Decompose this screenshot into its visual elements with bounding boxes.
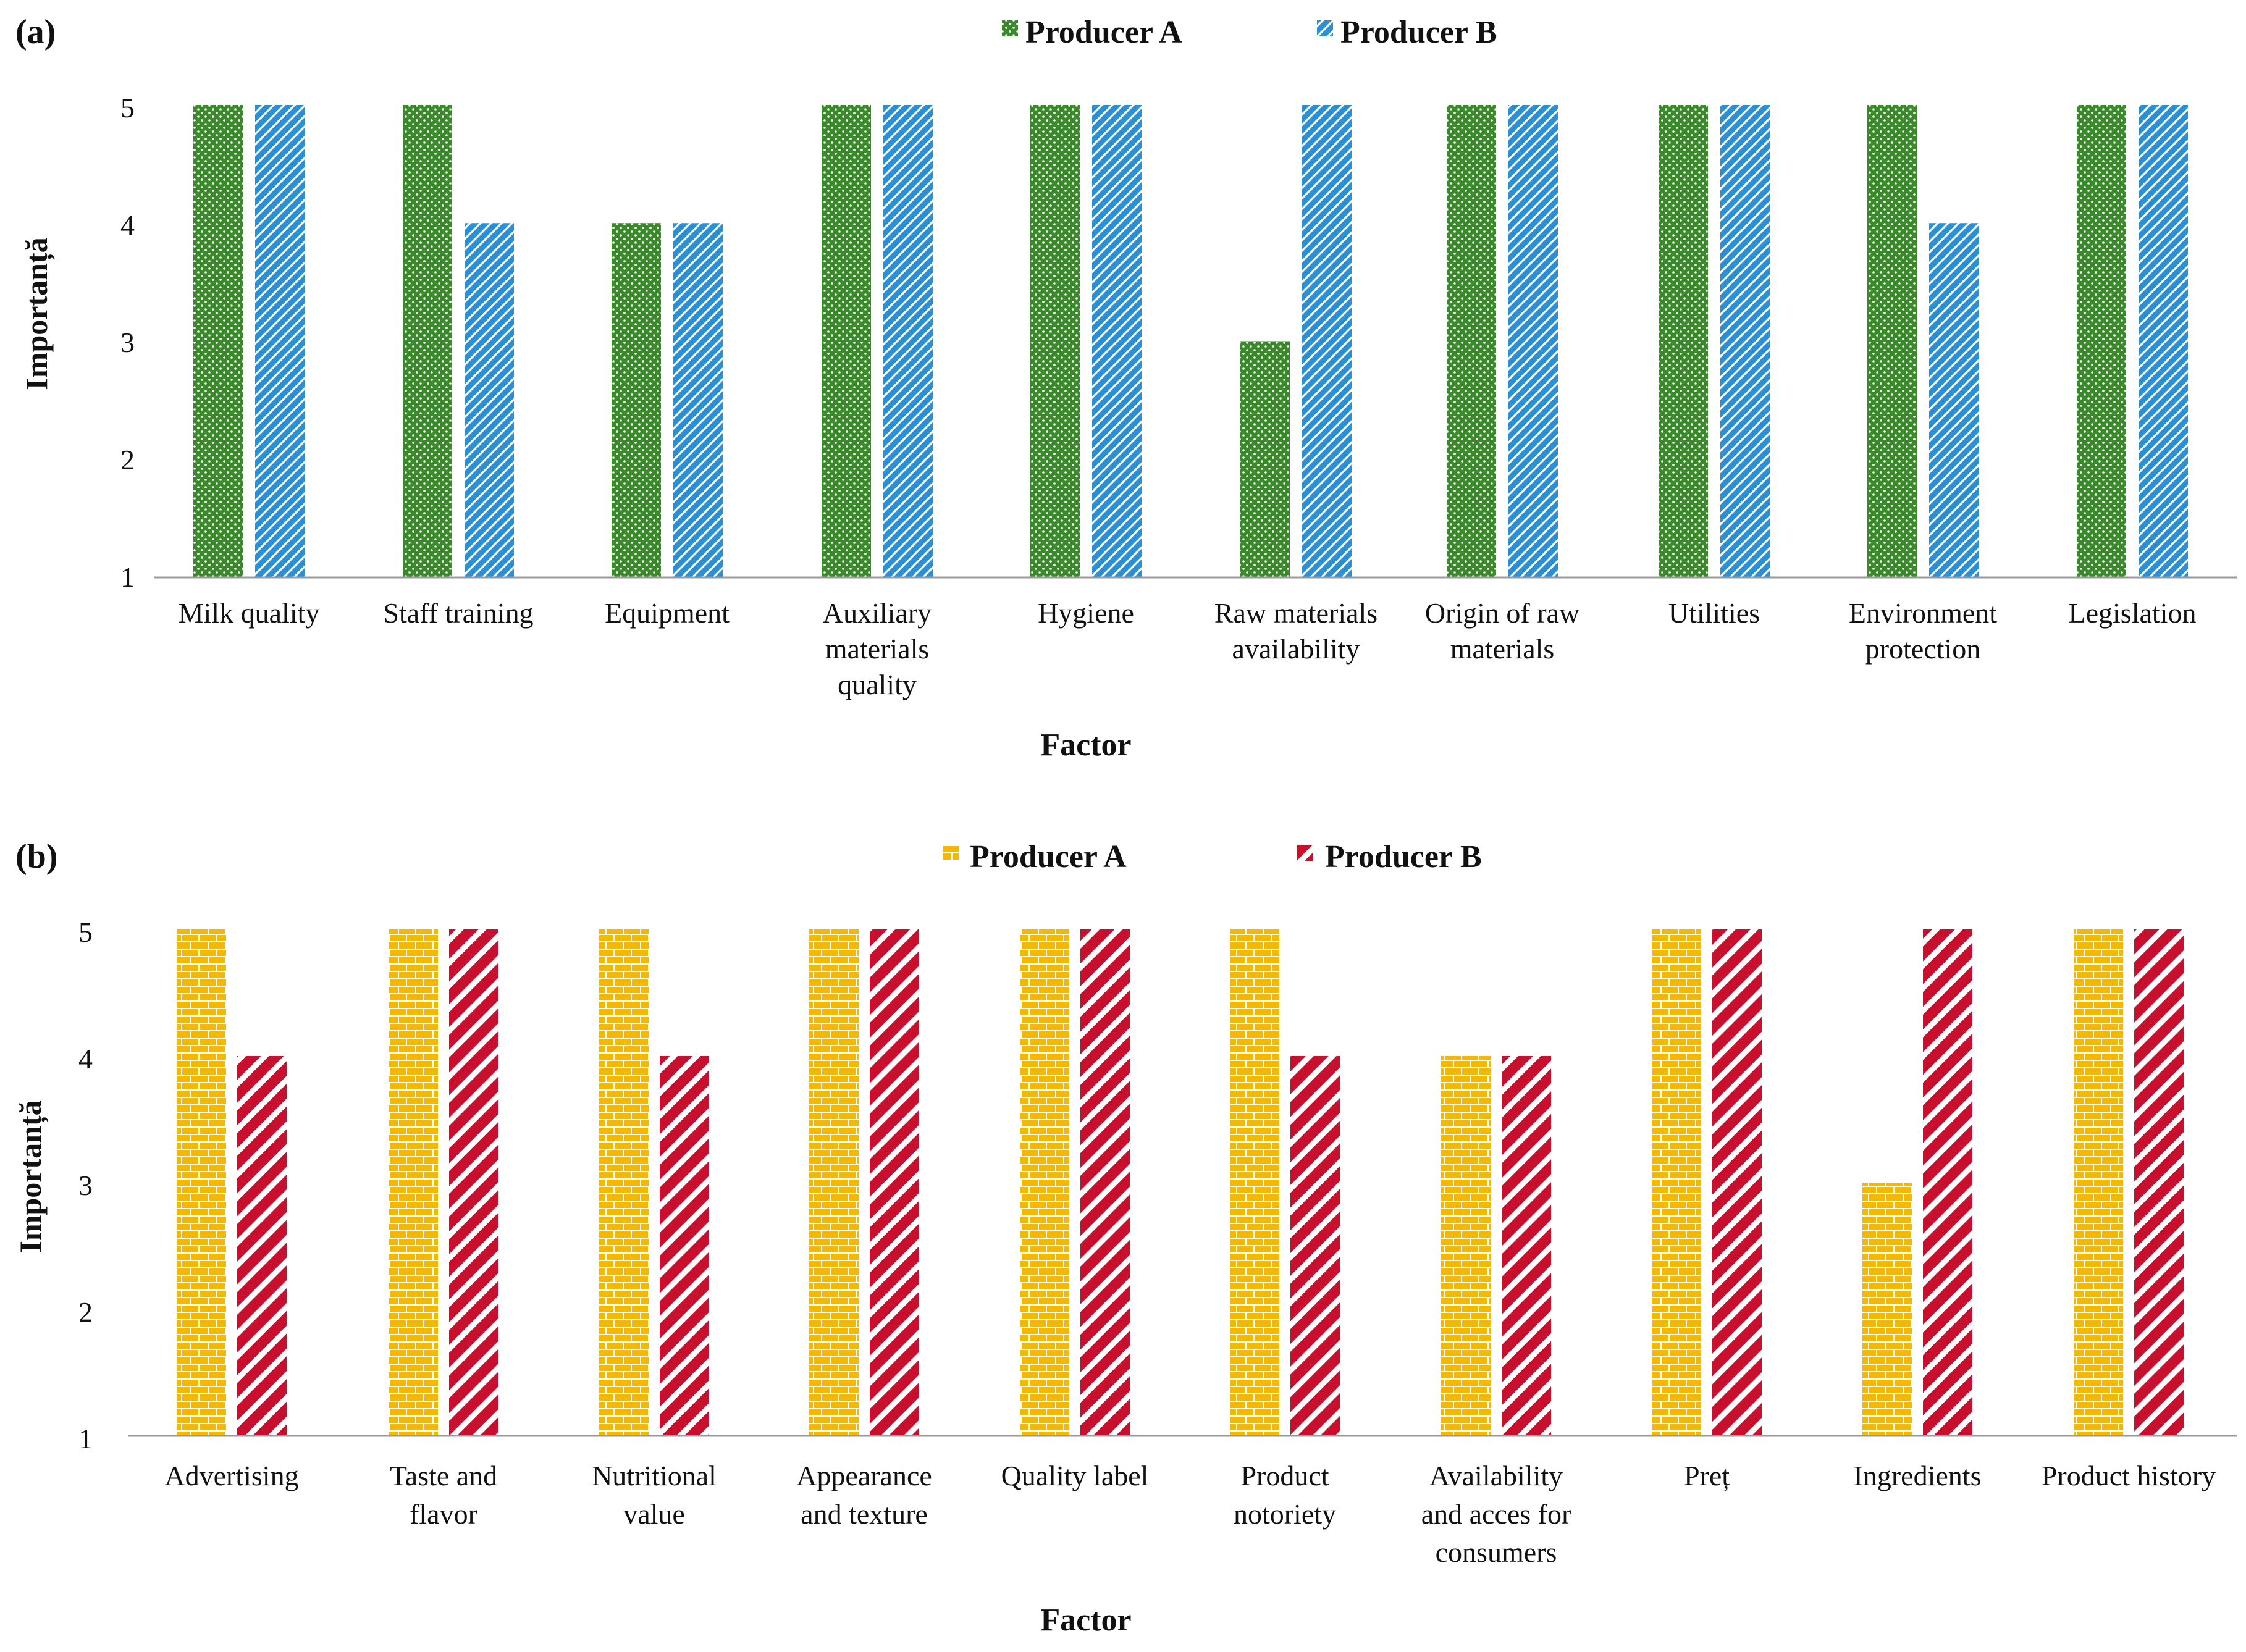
- panel-b-category-label-8: Ingredients: [1854, 1460, 1982, 1491]
- panel-b-category-label-9: Product history: [2042, 1460, 2216, 1491]
- legend-a-swatch-producer-a: [1002, 20, 1018, 36]
- panel-a-bar-producer-a-1: [403, 105, 452, 577]
- panel-a-bar-producer-a-0: [193, 105, 243, 577]
- panel-b-bar-producer-a-4: [1020, 929, 1069, 1436]
- panel-b-y-axis-title: Importanță: [13, 1100, 49, 1252]
- panel-b-category-label-5: Product notoriety: [1234, 1460, 1336, 1530]
- y-tick-label: 2: [120, 444, 135, 476]
- panel-a-bar-producer-a-7: [1659, 105, 1708, 577]
- panel-b-category-label-2: Nutritional value: [592, 1460, 717, 1530]
- panel-b: (b) Producer A Producer B 1 2 3 4 5 Impo…: [13, 837, 2237, 1638]
- panel-b-bar-producer-b-2: [660, 1056, 709, 1436]
- y-tick-label: 3: [120, 327, 135, 358]
- panel-a-x-axis-title: Factor: [1040, 727, 1131, 763]
- panel-a-category-label-1: Staff training: [383, 597, 533, 629]
- panel-b-bar-producer-b-7: [1712, 929, 1762, 1436]
- panel-a-category-label-5: Raw materials availability: [1214, 597, 1377, 665]
- y-tick-label: 1: [120, 561, 135, 593]
- panel-b-bar-producer-b-5: [1290, 1056, 1340, 1436]
- panel-a-bar-producer-b-2: [673, 223, 723, 577]
- panel-a-category-label-7: Utilities: [1668, 597, 1760, 629]
- panel-a-category-label-6: Origin of raw materials: [1425, 597, 1580, 665]
- panel-b-bar-producer-b-6: [1502, 1056, 1551, 1436]
- panel-a-bar-producer-a-4: [1030, 105, 1080, 577]
- panel-a-bar-producer-a-2: [612, 223, 661, 577]
- panel-a-category-label-3: Auxiliary materials quality: [823, 597, 932, 700]
- panel-b-bar-producer-b-8: [1923, 929, 1972, 1436]
- panel-a-bar-producer-b-7: [1720, 105, 1770, 577]
- legend-a-label-producer-a: Producer A: [1025, 15, 1182, 50]
- panel-a-bar-producer-b-1: [465, 223, 514, 577]
- panel-b-bar-producer-b-0: [237, 1056, 287, 1436]
- panel-b-bar-producer-a-2: [599, 929, 649, 1436]
- panel-a-category-label-2: Equipment: [605, 597, 730, 629]
- legend-b-swatch-producer-a: [943, 845, 959, 861]
- y-tick-label: 4: [120, 209, 135, 241]
- panel-b-category-labels: Advertising Taste and flavor Nutritional val…: [164, 1460, 2216, 1568]
- panel-b-legend: Producer A Producer B: [943, 839, 1482, 874]
- panel-a-bar-producer-b-0: [255, 105, 305, 577]
- panel-b-bar-producer-a-6: [1441, 1056, 1491, 1436]
- panel-a-bar-producer-a-8: [1867, 105, 1917, 577]
- y-tick-label: 3: [78, 1170, 93, 1201]
- panel-a-category-label-4: Hygiene: [1038, 597, 1134, 629]
- panel-b-bar-producer-a-1: [389, 929, 438, 1436]
- panel-a-bar-producer-b-3: [883, 105, 933, 577]
- panel-a-bar-producer-a-6: [1447, 105, 1496, 577]
- panel-a-y-axis-title: Importanță: [19, 237, 56, 390]
- panel-b-bar-producer-b-4: [1080, 929, 1130, 1436]
- panel-b-y-ticks: 1 2 3 4 5: [78, 916, 93, 1454]
- panel-a-bar-producer-b-9: [2139, 105, 2188, 577]
- panel-a-bar-producer-a-3: [822, 105, 871, 577]
- panel-b-x-axis-title: Factor: [1040, 1603, 1131, 1638]
- y-tick-label: 4: [78, 1043, 93, 1075]
- panel-a-legend: Producer A Producer B: [1002, 15, 1497, 50]
- panel-a-bar-producer-a-5: [1240, 341, 1290, 577]
- y-tick-label: 1: [78, 1423, 93, 1454]
- y-tick-label: 5: [78, 916, 93, 948]
- panel-a-bar-producer-b-8: [1929, 223, 1979, 577]
- panel-a-category-label-9: Legislation: [2069, 597, 2197, 629]
- y-tick-label: 2: [78, 1296, 93, 1328]
- legend-b-swatch-producer-b: [1297, 845, 1313, 861]
- panel-a-category-labels: Milk quality Staff training Equipment Auxil…: [179, 597, 2197, 700]
- panel-b-category-label-1: Taste and flavor: [390, 1460, 497, 1530]
- panel-b-category-label-0: Advertising: [164, 1460, 298, 1491]
- panel-a-letter: (a): [15, 13, 56, 51]
- panel-b-bar-producer-a-3: [809, 929, 859, 1436]
- panel-b-bar-producer-b-9: [2134, 929, 2184, 1436]
- panel-b-letter: (b): [15, 837, 57, 876]
- legend-b-label-producer-a: Producer A: [970, 839, 1127, 874]
- panel-a-category-label-0: Milk quality: [179, 597, 320, 629]
- panel-a-bar-producer-b-4: [1092, 105, 1142, 577]
- panel-b-category-label-7: Preț: [1684, 1460, 1730, 1491]
- panel-a-y-ticks: 1 2 3 4 5: [120, 92, 135, 593]
- panel-b-category-label-6: Availability and acces for consumers: [1421, 1460, 1571, 1568]
- panel-b-bar-producer-a-7: [1652, 929, 1701, 1436]
- legend-a-swatch-producer-b: [1317, 20, 1333, 36]
- panel-a-bar-producer-a-9: [2077, 105, 2126, 577]
- panel-a-bar-producer-b-5: [1302, 105, 1352, 577]
- panel-b-bar-producer-a-0: [177, 929, 226, 1436]
- panel-a-bars: [193, 105, 2188, 577]
- panel-a-bar-producer-b-6: [1508, 105, 1558, 577]
- panel-b-bar-producer-b-1: [449, 929, 498, 1436]
- panel-b-category-label-4: Quality label: [1001, 1460, 1149, 1491]
- panel-b-category-label-3: Appearance and texture: [796, 1460, 932, 1530]
- y-tick-label: 5: [120, 92, 135, 124]
- legend-a-label-producer-b: Producer B: [1340, 15, 1497, 50]
- panel-a: (a) Producer A Producer B 1 2 3 4 5 Impo…: [15, 13, 2237, 763]
- panel-b-bars: [177, 929, 2184, 1436]
- panel-a-category-label-8: Environment protection: [1849, 597, 1997, 665]
- legend-b-label-producer-b: Producer B: [1325, 839, 1482, 874]
- panel-b-bar-producer-a-5: [1230, 929, 1279, 1436]
- panel-b-bar-producer-a-8: [1862, 1183, 1912, 1436]
- panel-b-bar-producer-a-9: [2074, 929, 2123, 1436]
- panel-b-bar-producer-b-3: [870, 929, 919, 1436]
